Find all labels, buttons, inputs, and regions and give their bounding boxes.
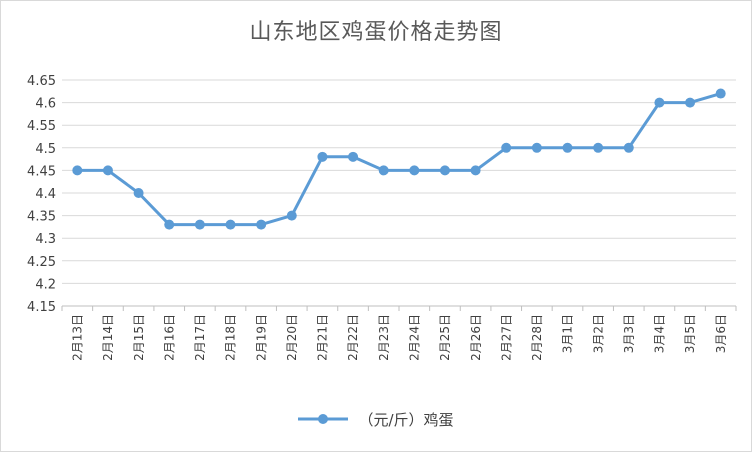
legend: （元/斤）鸡蛋 xyxy=(0,407,752,431)
data-point xyxy=(194,219,205,230)
x-tick-label: 2月23日 xyxy=(377,314,391,361)
x-tick-label: 2月24日 xyxy=(408,314,422,361)
x-tick-label: 3月1日 xyxy=(561,314,575,353)
data-point xyxy=(531,142,542,153)
data-point xyxy=(256,219,267,230)
x-tick-label: 3月4日 xyxy=(653,314,667,353)
y-tick-label: 4.4 xyxy=(35,187,56,202)
grid-lines xyxy=(61,79,737,311)
y-tick-label: 4.15 xyxy=(27,300,56,315)
x-tick-label: 2月26日 xyxy=(469,314,483,361)
data-point xyxy=(439,165,450,176)
x-tick-label: 2月18日 xyxy=(224,314,238,361)
data-point xyxy=(378,165,389,176)
y-tick-label: 4.55 xyxy=(27,119,56,134)
x-tick-label: 3月6日 xyxy=(714,314,728,353)
data-point xyxy=(685,97,696,108)
x-tick-label: 2月27日 xyxy=(499,314,513,361)
data-point xyxy=(164,219,175,230)
x-tick-label: 2月19日 xyxy=(254,314,268,361)
x-tick-label: 2月16日 xyxy=(162,314,176,361)
data-point xyxy=(715,88,726,99)
y-tick-label: 4.35 xyxy=(27,210,56,225)
x-tick-label: 2月17日 xyxy=(193,314,207,361)
data-point xyxy=(317,151,328,162)
data-point xyxy=(470,165,481,176)
data-point xyxy=(72,165,83,176)
chart-title: 山东地区鸡蛋价格走势图 xyxy=(249,20,503,45)
data-point xyxy=(102,165,113,176)
y-tick-label: 4.3 xyxy=(35,232,56,247)
legend-marker-icon xyxy=(298,414,349,424)
x-tick-label: 2月28日 xyxy=(530,314,544,361)
data-point xyxy=(562,142,573,153)
y-axis-ticks: 4.15 4.2 4.25 4.3 4.35 4.4 4.45 4.5 4.55 4.6 4.65 xyxy=(27,74,56,315)
data-point xyxy=(654,97,665,108)
x-tick-label: 2月13日 xyxy=(71,314,85,361)
y-tick-label: 4.65 xyxy=(27,74,56,89)
data-point xyxy=(225,219,236,230)
x-tick-label: 3月2日 xyxy=(591,314,605,353)
data-point xyxy=(623,142,634,153)
data-point xyxy=(348,151,359,162)
y-tick-label: 4.2 xyxy=(35,277,56,292)
y-tick-label: 4.25 xyxy=(27,255,56,270)
y-tick-label: 4.45 xyxy=(27,164,56,179)
data-point xyxy=(409,165,420,176)
y-tick-label: 4.6 xyxy=(35,97,56,112)
data-point xyxy=(286,210,297,221)
legend-label: （元/斤）鸡蛋 xyxy=(358,410,454,429)
x-tick-label: 2月20日 xyxy=(285,314,299,361)
x-tick-label: 2月22日 xyxy=(346,314,360,361)
x-tick-label: 2月14日 xyxy=(101,314,115,361)
data-point xyxy=(133,188,144,198)
x-axis-ticks: 2月13日 2月14日 2月15日 2月16日 2月17日 2月18日 2月19日 2月20日… xyxy=(71,314,728,361)
x-tick-label: 2月25日 xyxy=(438,314,452,361)
x-tick-label: 3月3日 xyxy=(622,314,636,353)
series-egg-price xyxy=(72,88,726,230)
x-tick-label: 3月5日 xyxy=(683,314,697,353)
x-tick-label: 2月15日 xyxy=(132,314,146,361)
y-tick-label: 4.5 xyxy=(35,142,56,157)
series-line xyxy=(75,92,723,227)
data-point xyxy=(593,142,604,153)
x-tick-label: 2月21日 xyxy=(316,314,330,361)
data-point xyxy=(501,142,512,153)
